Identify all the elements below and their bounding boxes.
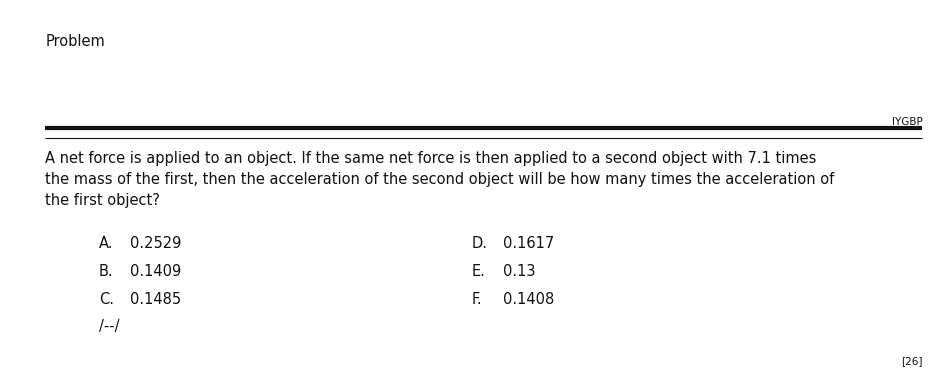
- Text: 0.1408: 0.1408: [503, 292, 554, 307]
- Text: 0.2529: 0.2529: [130, 236, 181, 251]
- Text: A net force is applied to an object. If the same net force is then applied to a : A net force is applied to an object. If …: [45, 151, 835, 208]
- Text: B.: B.: [99, 264, 114, 279]
- Text: [26]: [26]: [901, 356, 922, 366]
- Text: /--/: /--/: [99, 319, 120, 334]
- Text: E.: E.: [472, 264, 486, 279]
- Text: D.: D.: [472, 236, 488, 251]
- Text: IYGBP: IYGBP: [891, 117, 922, 127]
- Text: 0.13: 0.13: [503, 264, 535, 279]
- Text: A.: A.: [99, 236, 113, 251]
- Text: 0.1485: 0.1485: [130, 292, 181, 307]
- Text: C.: C.: [99, 292, 114, 307]
- Text: 0.1617: 0.1617: [503, 236, 554, 251]
- Text: 0.1409: 0.1409: [130, 264, 181, 279]
- Text: Problem: Problem: [45, 34, 105, 49]
- Text: F.: F.: [472, 292, 482, 307]
